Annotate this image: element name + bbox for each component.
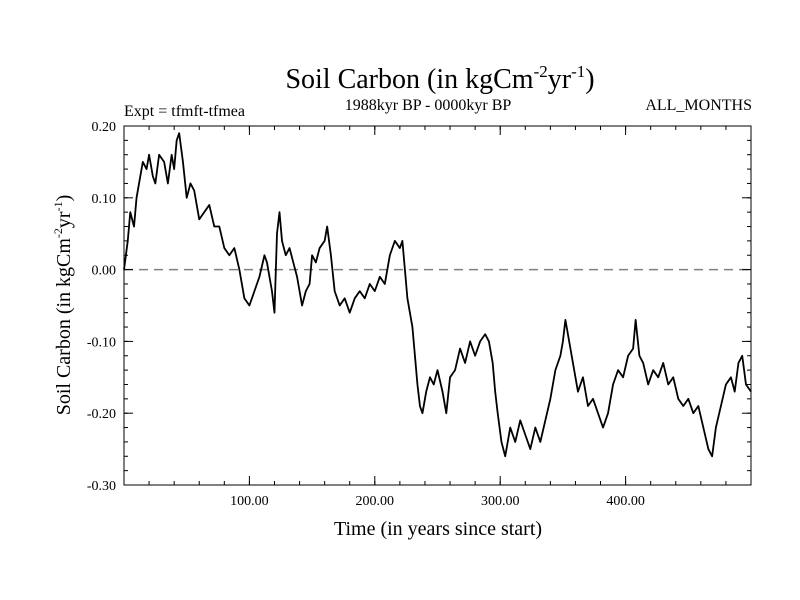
x-tick-label: 100.00 (230, 494, 269, 509)
y-tick-label: 0.10 (92, 192, 117, 207)
y-tick-label: -0.10 (87, 335, 116, 350)
x-tick-label: 400.00 (606, 494, 645, 509)
months-label: ALL_MONTHS (645, 97, 752, 114)
chart-title: Soil Carbon (in kgCm-2yr-1) (285, 62, 594, 95)
ticks-group: 0.20 0.10 0.00 -0.10 -0.20 -0.30 100.00 200.00 3… (87, 120, 752, 509)
chart-subtitle: 1988kyr BP - 0000kyr BP (345, 97, 512, 114)
x-tick-label: 200.00 (356, 494, 395, 509)
y-axis-label: Soil Carbon (in kgCm-2yr-1) (51, 195, 75, 416)
y-tick-label: -0.30 (87, 479, 116, 494)
x-axis-label: Time (in years since start) (334, 518, 542, 540)
series-group (123, 132, 752, 458)
y-tick-label: 0.00 (92, 264, 117, 279)
experiment-label: Expt = tfmft-tfmea (124, 103, 245, 120)
y-tick-label: -0.20 (87, 407, 116, 422)
plot-frame (123, 125, 752, 486)
series-line-0 (123, 132, 752, 458)
y-tick-label: 0.20 (92, 120, 117, 135)
x-tick-label: 300.00 (481, 494, 520, 509)
